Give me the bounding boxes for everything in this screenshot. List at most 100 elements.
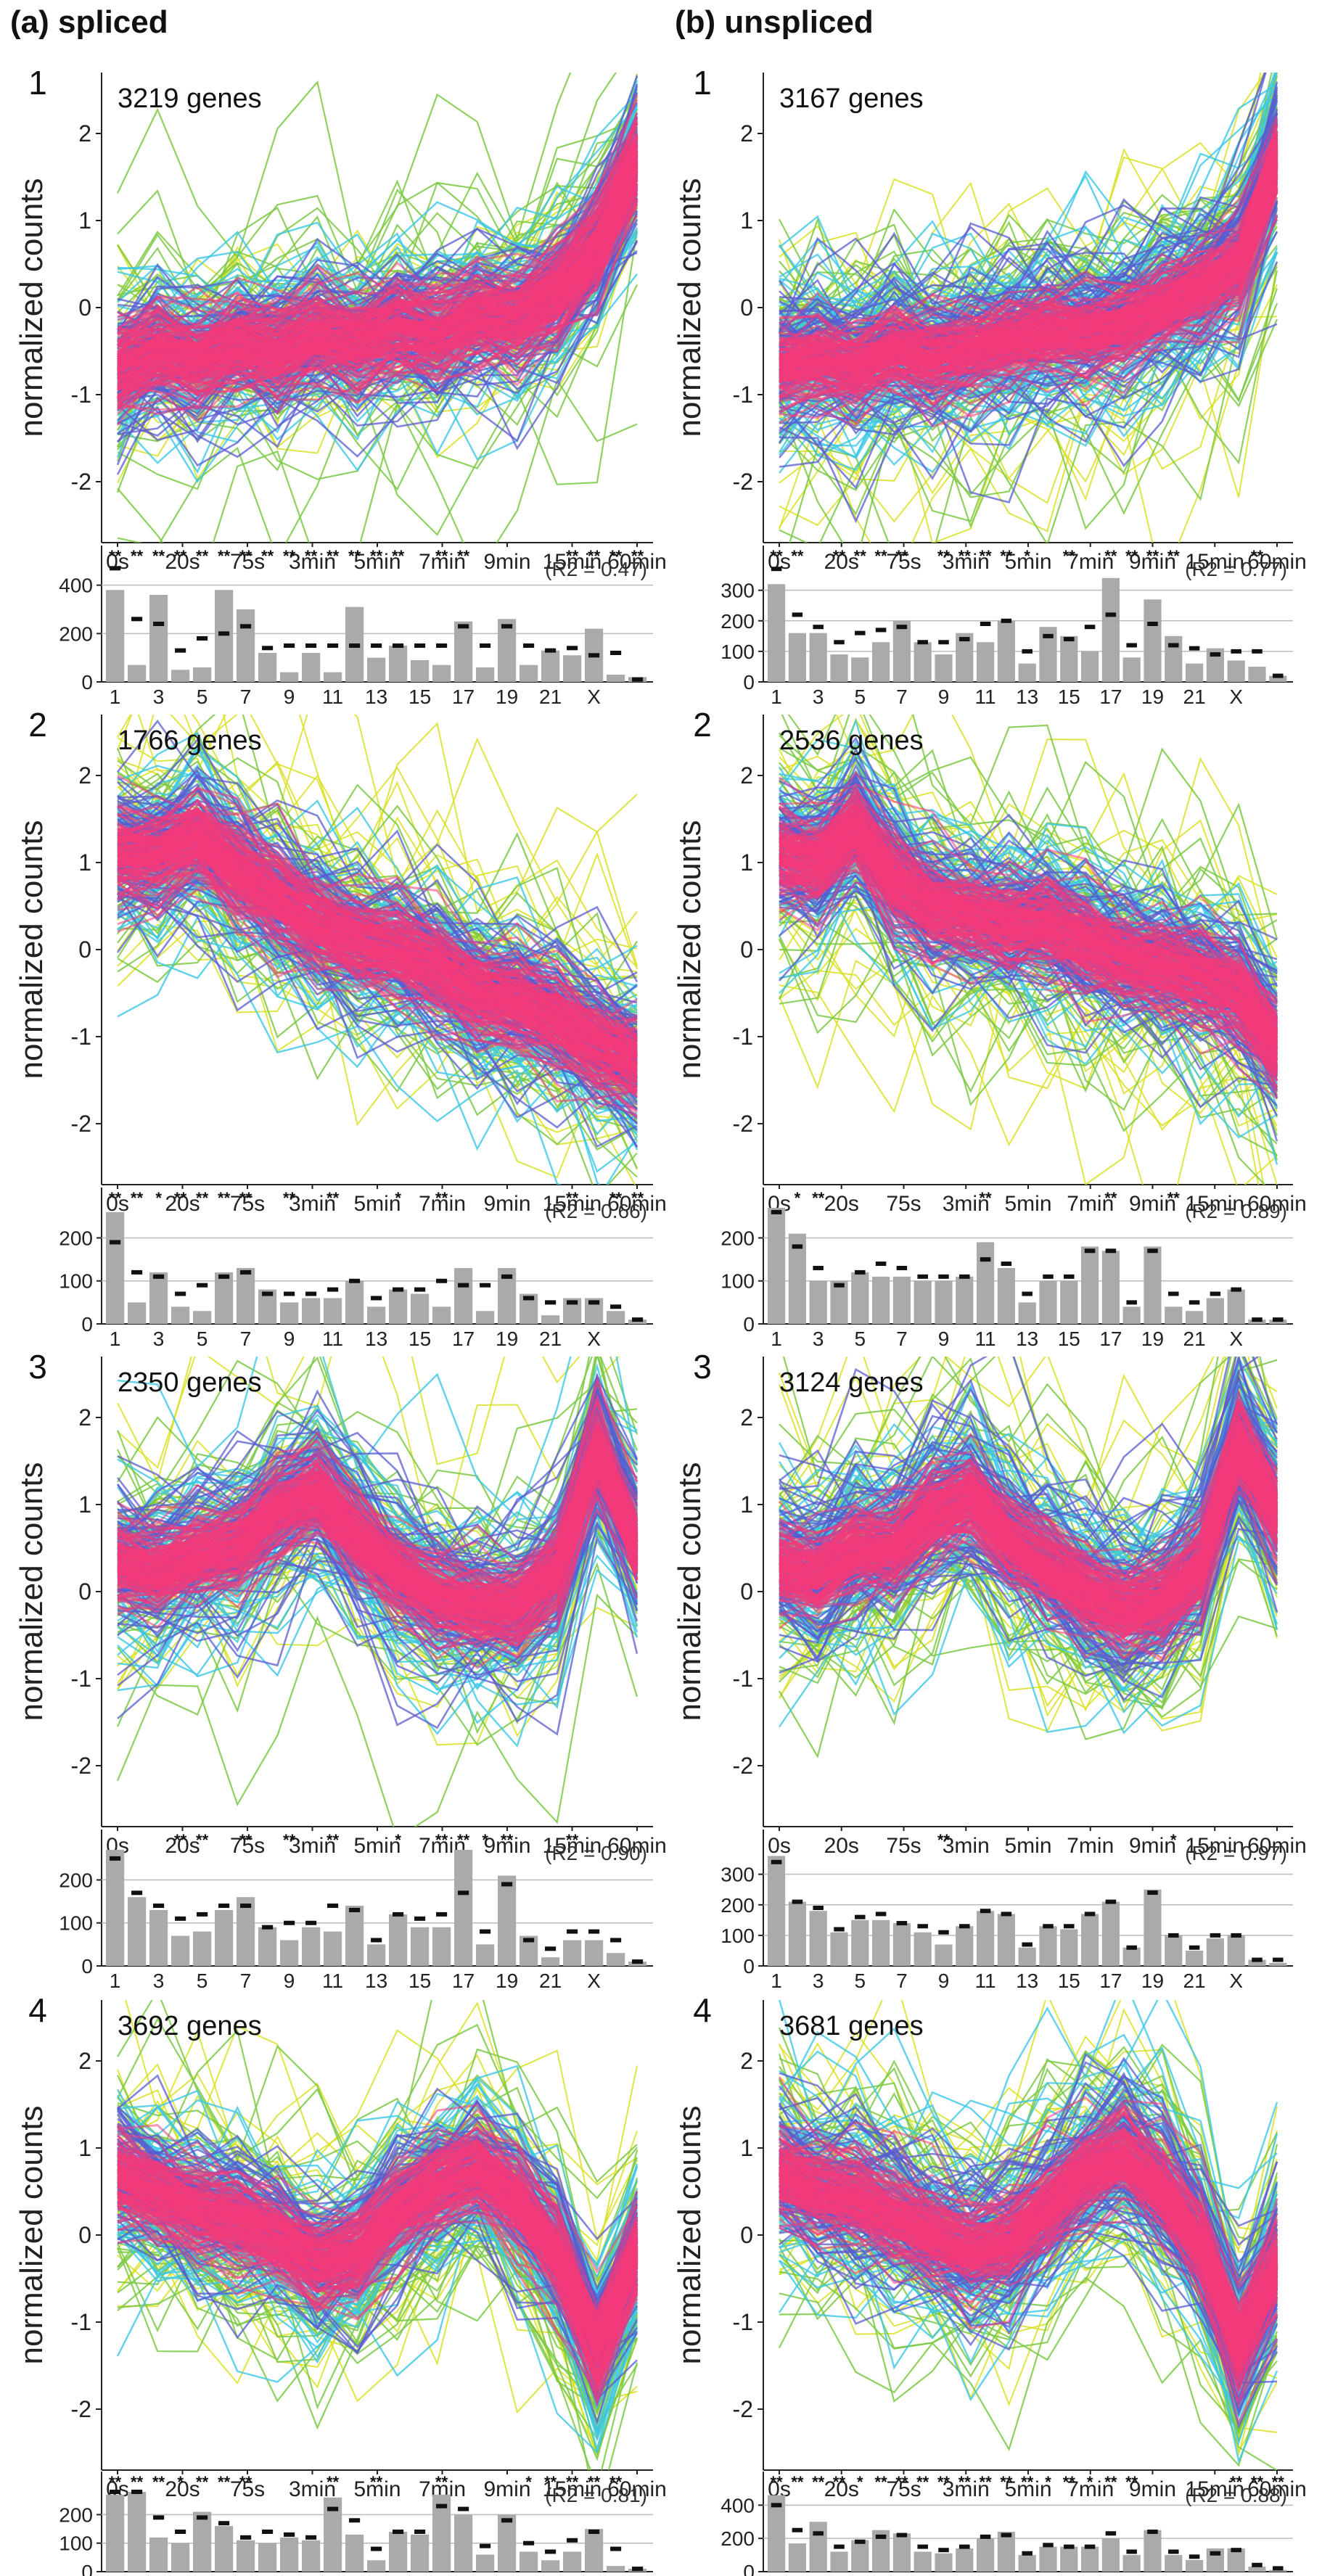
gene-line [117,863,638,1067]
expected-marker [197,1283,208,1288]
expected-marker [240,2535,252,2540]
bar [1144,599,1162,682]
expected-marker [771,1209,782,1214]
bar-x-tick-label: 9 [284,1970,295,1992]
line-panel-b3: 2 1 0 -1 -2 normalized counts 0s 20s 75s 3min 5min… [672,1348,1307,1858]
x-tick-label: 20s [824,1192,859,1216]
gene-line [779,1469,1278,1625]
bar [171,1306,190,1324]
expected-marker [1168,643,1179,648]
gene-line [779,1454,1278,1641]
bar [432,1306,451,1324]
gene-line [779,2178,1278,2369]
bar [193,667,212,682]
bar-x-tick-label: 9 [284,1328,295,1350]
expected-marker [1126,1300,1137,1305]
bar [892,2533,911,2572]
expected-marker [523,1296,535,1301]
bar-y-tick-label: 0 [81,671,93,694]
significance-stars: ** [1272,2473,1285,2491]
significance-stars: ** [1167,547,1181,565]
gene-count-label: 3219 genes [118,83,262,114]
gene-line [117,2028,639,2308]
gene-line [779,180,1278,400]
bar [1227,1289,1245,1324]
expected-marker [327,1904,339,1909]
bar [1186,1311,1204,1324]
expected-marker [262,1291,274,1296]
expected-marker [813,1906,824,1910]
y-axis-title: normalized counts [14,1462,49,1721]
bar [237,1897,255,1966]
x-tick-label: 5min [353,2477,401,2501]
gene-line [779,1357,1278,1555]
gene-line [779,1431,1278,1594]
bar-y-tick-label: 200 [59,1227,93,1249]
significance-stars: ** [1230,2473,1243,2491]
expected-marker [1084,1248,1096,1254]
bar [768,1856,786,1966]
gene-line [117,1460,639,1658]
expected-marker [959,637,970,642]
bar [193,1931,212,1966]
expected-marker [1231,1287,1241,1292]
gene-line [779,2208,1278,2384]
x-tick-label: 60min [1247,1834,1307,1858]
bar [454,1850,473,1966]
bar-x-tick-label: 21 [1183,1970,1206,1992]
gene-line [117,136,639,349]
expected-marker [175,1916,186,1921]
x-tick-label: 15min [1185,550,1244,574]
significance-stars: ** [196,547,209,565]
x-tick-label: 3min [289,550,336,574]
gene-line [779,984,1260,1185]
expected-marker [480,643,491,648]
expected-marker [1064,2544,1075,2549]
bar [367,1944,386,1966]
significance-stars: ** [174,1831,187,1849]
x-tick-label: 9min [483,2477,530,2501]
expected-marker [1084,625,1096,630]
bar [768,2495,786,2572]
bar-x-tick-label: 7 [896,1328,908,1350]
bar-x-tick-label: 15 [1058,1328,1080,1350]
bar-x-tick-label: 15 [408,686,431,708]
expected-marker [414,1287,426,1292]
y-tick-label: 2 [740,1404,753,1431]
gene-line [779,188,1278,405]
gene-line [117,1535,639,1736]
x-tick-label: 7min [1067,550,1114,574]
bar [345,2534,364,2572]
y-tick-label: 0 [740,2222,753,2248]
bar [1101,1251,1120,1324]
expected-marker [1084,2544,1096,2549]
bar [585,1940,604,1966]
expected-marker [610,651,622,655]
bar-x-tick-label: 17 [1099,1970,1122,1992]
bar [892,620,911,682]
gene-trajectories [116,715,639,1185]
gene-line [779,786,1278,1005]
y-axis-title: normalized counts [672,1462,707,1721]
gene-line [779,776,1278,1020]
bar [389,646,408,682]
gene-line [779,94,1278,345]
x-tick-label: 15min [543,2477,602,2501]
expected-marker [545,1946,557,1951]
panel-number: 1 [693,64,712,102]
bar [411,1293,430,1324]
gene-line [778,2076,1278,2285]
expected-marker [834,1283,845,1288]
expected-marker [153,1904,165,1909]
expected-marker [588,1300,600,1305]
y-tick-label: -1 [733,2309,753,2335]
gene-line [779,2115,1278,2329]
y-tick-label: -1 [733,1666,753,1692]
bar [977,2538,995,2572]
expected-marker [327,1287,339,1292]
bar [1101,2538,1120,2572]
significance-stars: * [525,2473,532,2491]
bar [280,672,299,682]
